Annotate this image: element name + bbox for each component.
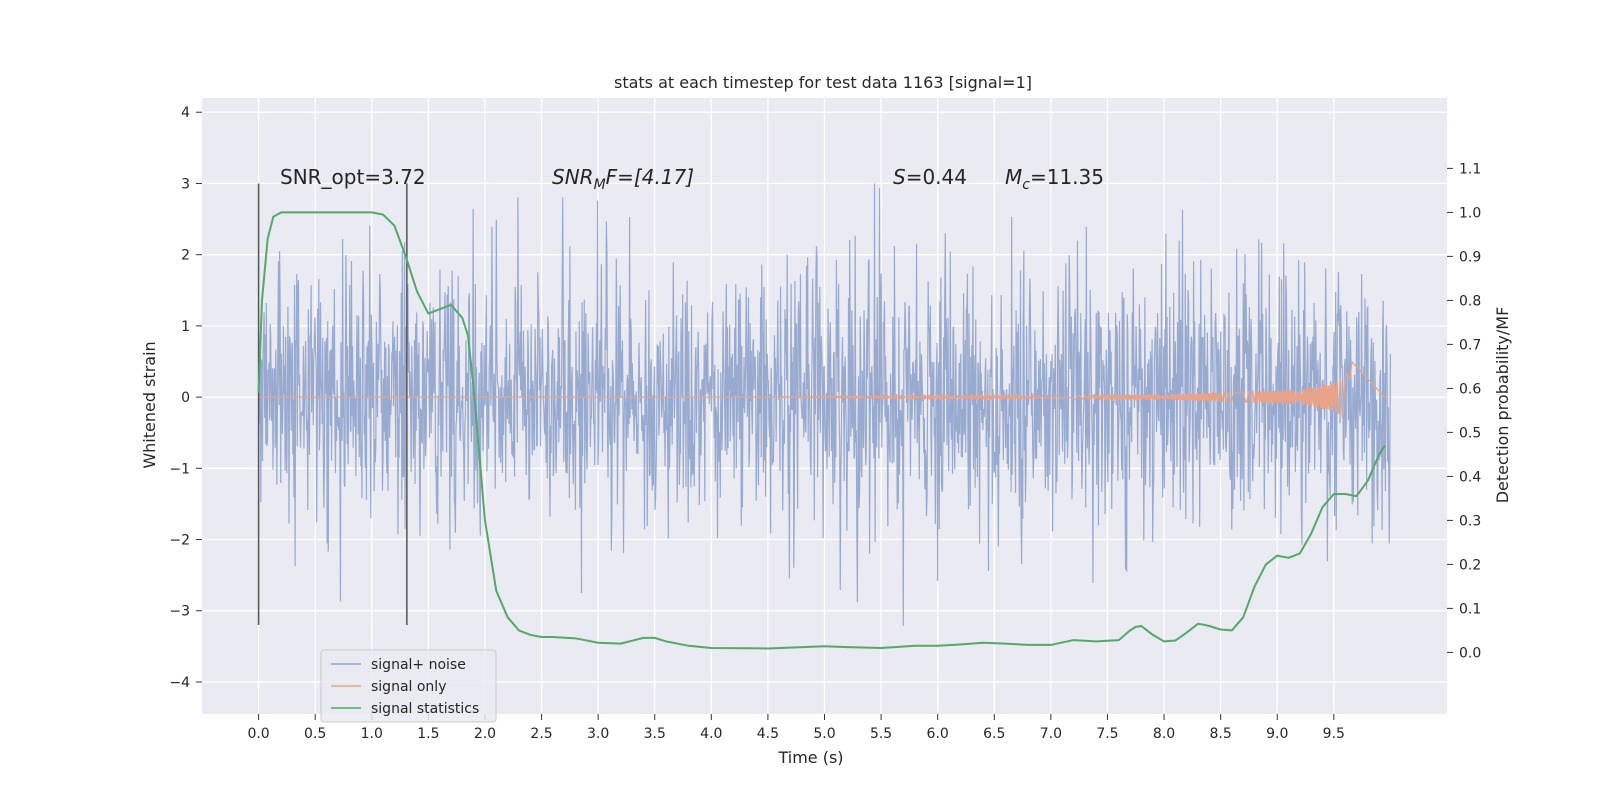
y2-tick-label-2: 0.9: [1459, 249, 1481, 265]
x-tick-label-9: 4.5: [757, 726, 779, 742]
series-line-signal-statistics: [257, 211, 1386, 650]
y-tick-label-6: −2: [169, 533, 190, 549]
x-tick-label-8: 4.0: [700, 726, 722, 742]
x-tick-label-16: 8.0: [1153, 726, 1175, 742]
series-signal-only: [258, 360, 1386, 419]
annotation-snr-mf-subscript: M: [594, 177, 606, 193]
legend-item-signal-only: signal only: [331, 679, 446, 695]
legend-item-signal-statistics: signal statistics: [331, 701, 479, 717]
series-signal-statistics: [257, 211, 1386, 650]
x-axis-ticks: 0.0 0.5 1.0 1.5 2.0 2.5 3.0 3.5 4.0 4.5 5.0 5.5 6.0 6…: [247, 714, 1345, 742]
annotations: SNR_opt=3.72 SNRMF=[4.17] S=0.44 Mc=11.3…: [280, 165, 1104, 193]
x-tick-label-7: 3.5: [644, 726, 666, 742]
x-tick-label-19: 9.5: [1323, 726, 1345, 742]
x-tick-label-13: 6.5: [983, 726, 1005, 742]
legend-label-signal-only: signal only: [371, 679, 446, 695]
annotation-mc-value: =11.35: [1030, 165, 1104, 189]
series-line-signal-noise: [257, 183, 1392, 626]
annotation-s: S=0.44: [893, 165, 967, 189]
annotation-mc-symbol: M: [1005, 165, 1022, 189]
y2-tick-label-0: 1.1: [1459, 161, 1481, 177]
y-tick-label-3: 1: [181, 319, 190, 335]
y2-tick-label-11: 0.0: [1459, 645, 1481, 661]
legend: signal+ noise signal only signal statist…: [320, 649, 497, 723]
y-tick-label-2: 2: [181, 248, 190, 264]
x-tick-label-0: 0.0: [247, 726, 269, 742]
y2-tick-label-8: 0.3: [1459, 513, 1481, 529]
y2-axis-label: Detection probability/MF: [1493, 307, 1512, 504]
annotation-s-value: =0.44: [906, 165, 967, 189]
series-signal-noise: [257, 183, 1392, 626]
y2-tick-label-9: 0.2: [1459, 557, 1481, 573]
x-tick-label-11: 5.5: [870, 726, 892, 742]
x-tick-label-1: 0.5: [304, 726, 326, 742]
annotation-mc-subscript: c: [1022, 177, 1030, 193]
x-tick-label-10: 5.0: [813, 726, 835, 742]
legend-label-signal-noise: signal+ noise: [371, 657, 466, 673]
x-tick-label-5: 2.5: [530, 726, 552, 742]
legend-box: [320, 649, 497, 723]
annotation-snr-mf: SNRMF=[4.17]: [552, 165, 694, 193]
y2-tick-label-7: 0.4: [1459, 469, 1481, 485]
y-tick-label-0: 4: [181, 105, 190, 121]
x-tick-label-14: 7.0: [1040, 726, 1062, 742]
x-tick-label-15: 7.5: [1096, 726, 1118, 742]
y2-tick-label-10: 0.1: [1459, 601, 1481, 617]
legend-item-signal-noise: signal+ noise: [331, 657, 466, 673]
x-tick-label-3: 1.5: [417, 726, 439, 742]
y2-tick-label-5: 0.6: [1459, 381, 1481, 397]
annotation-s-symbol: S: [893, 165, 906, 189]
y-tick-label-1: 3: [181, 176, 190, 192]
y-tick-label-5: −1: [169, 461, 190, 477]
y-tick-label-8: −4: [169, 675, 190, 691]
x-axis-label: Time (s): [777, 748, 843, 767]
y2-tick-label-4: 0.7: [1459, 337, 1481, 353]
annotation-snr-mf-value: F=[4.17]: [606, 165, 694, 189]
chart-title: stats at each timestep for test data 116…: [614, 73, 1032, 92]
annotation-mc: Mc=11.35: [1005, 165, 1104, 193]
series-line-signal-only: [258, 360, 1386, 419]
y2-tick-label-1: 1.0: [1459, 205, 1481, 221]
annotation-snr-opt: SNR_opt=3.72: [280, 165, 426, 189]
x-tick-label-2: 1.0: [361, 726, 383, 742]
x-tick-label-18: 9.0: [1266, 726, 1288, 742]
y2-tick-label-6: 0.5: [1459, 425, 1481, 441]
x-tick-label-6: 3.0: [587, 726, 609, 742]
x-tick-label-17: 8.5: [1210, 726, 1232, 742]
annotation-snr-mf-symbol: SNR: [552, 165, 594, 189]
legend-label-signal-statistics: signal statistics: [371, 701, 479, 717]
y-tick-label-7: −3: [169, 604, 190, 620]
x-tick-label-12: 6.0: [927, 726, 949, 742]
y2-axis-ticks: 1.1 1.0 0.9 0.8 0.7 0.6 0.5 0.4 0.3 0.2 0.1 0.0: [1447, 161, 1481, 661]
y2-tick-label-3: 0.8: [1459, 293, 1481, 309]
y-axis-label: Whitened strain: [140, 341, 159, 468]
y-tick-label-4: 0: [181, 390, 190, 406]
x-tick-label-4: 2.0: [474, 726, 496, 742]
y-axis-ticks: 4 3 2 1 0 −1 −2 −3 −4: [169, 105, 202, 691]
